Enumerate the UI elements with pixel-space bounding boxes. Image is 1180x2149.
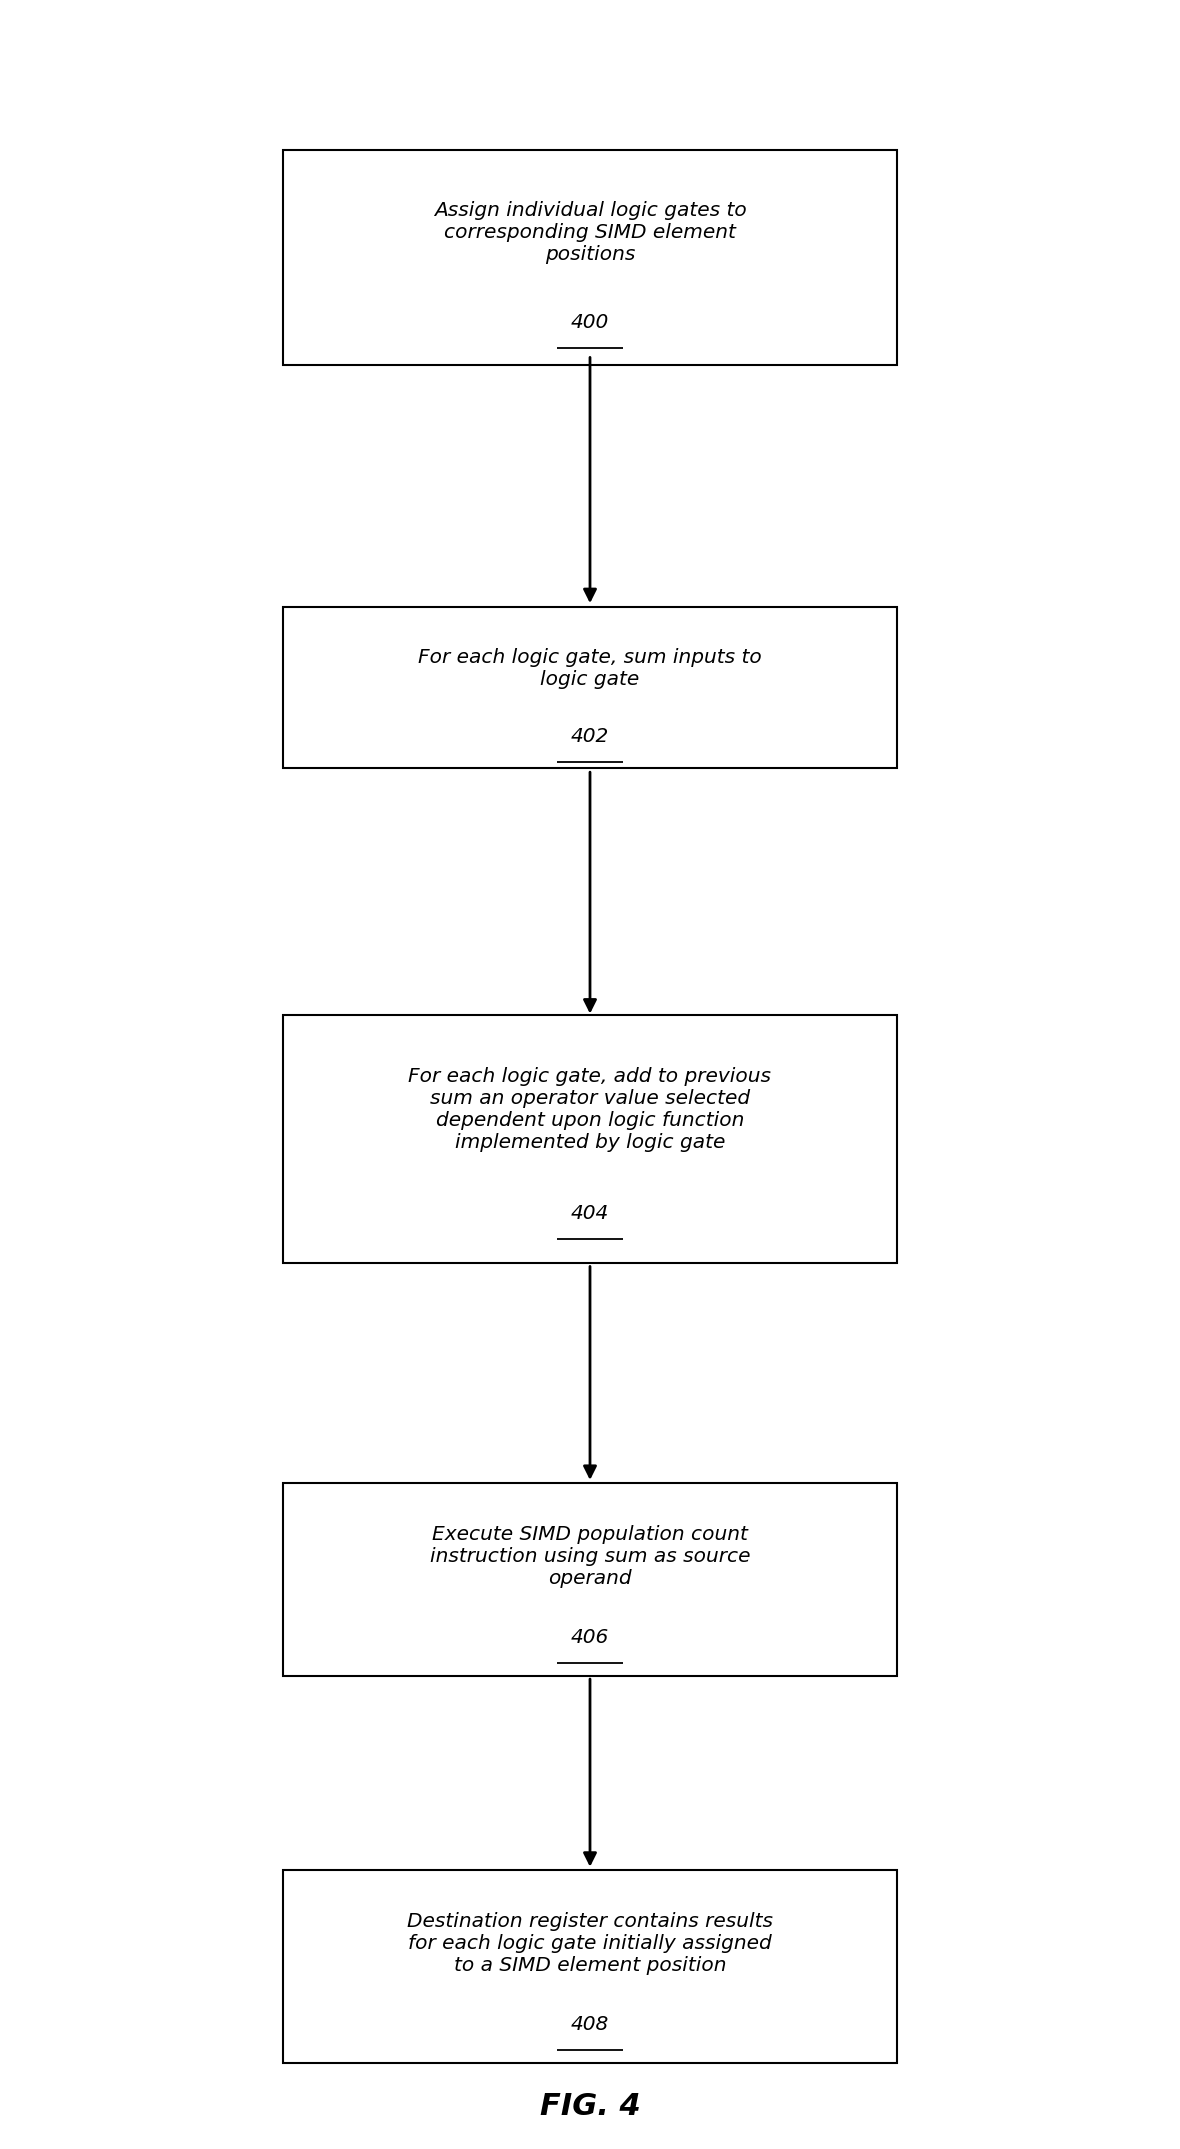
FancyBboxPatch shape bbox=[283, 1483, 897, 1676]
FancyBboxPatch shape bbox=[283, 1870, 897, 2063]
Text: For each logic gate, sum inputs to
logic gate: For each logic gate, sum inputs to logic… bbox=[418, 647, 762, 690]
Text: For each logic gate, add to previous
sum an operator value selected
dependent up: For each logic gate, add to previous sum… bbox=[408, 1066, 772, 1152]
Text: FIG. 4: FIG. 4 bbox=[539, 2093, 641, 2121]
Text: 408: 408 bbox=[571, 2016, 609, 2033]
Text: Execute SIMD population count
instruction using sum as source
operand: Execute SIMD population count instructio… bbox=[430, 1526, 750, 1588]
Text: 402: 402 bbox=[571, 726, 609, 746]
Text: Assign individual logic gates to
corresponding SIMD element
positions: Assign individual logic gates to corresp… bbox=[433, 200, 747, 264]
Text: Destination register contains results
for each logic gate initially assigned
to : Destination register contains results fo… bbox=[407, 1913, 773, 1975]
FancyBboxPatch shape bbox=[283, 1016, 897, 1264]
Text: 400: 400 bbox=[571, 314, 609, 331]
Text: 404: 404 bbox=[571, 1203, 609, 1223]
Text: 406: 406 bbox=[571, 1629, 609, 1646]
FancyBboxPatch shape bbox=[283, 150, 897, 365]
FancyBboxPatch shape bbox=[283, 608, 897, 769]
